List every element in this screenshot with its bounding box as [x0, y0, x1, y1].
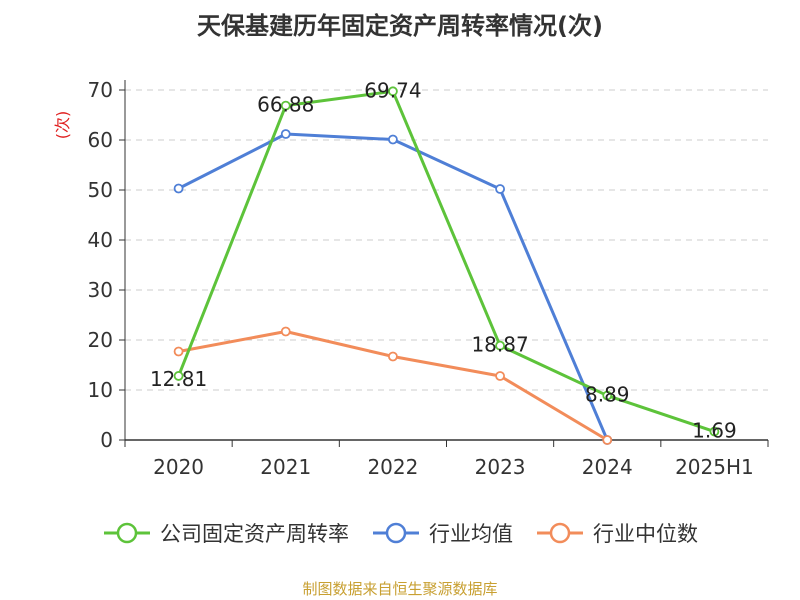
data-point — [388, 351, 398, 362]
series — [173, 86, 720, 445]
y-tick-label: 0 — [100, 428, 113, 452]
y-axis-label: (次) — [53, 111, 72, 140]
source-note: 制图数据来自恒生聚源数据库 — [302, 580, 498, 598]
data-point — [388, 86, 398, 97]
data-point — [495, 371, 505, 381]
series-line — [177, 89, 715, 433]
data-label: 1.69 — [692, 419, 737, 443]
data-point — [280, 100, 291, 111]
y-tick-label: 20 — [88, 328, 113, 352]
legend-line-circle-icon — [104, 522, 150, 544]
data-label: 8.89 — [585, 383, 630, 407]
legend-item[interactable]: 公司固定资产周转率 — [102, 518, 349, 548]
x-tick-label: 2021 — [260, 455, 311, 479]
data-label: 18.87 — [471, 333, 528, 357]
data-point — [602, 390, 613, 401]
data-point — [280, 326, 291, 337]
legend: 公司固定资产周转率 行业均值 行业中位数 — [0, 518, 800, 548]
legend-label: 公司固定资产周转率 — [160, 522, 349, 546]
axes: 0 10 20 30 40 50 60 70 2020 2021 2022 2023 2024 2025H… — [88, 78, 769, 479]
y-tick-label: 10 — [88, 378, 113, 402]
data-point — [602, 435, 613, 445]
legend-line-circle-icon — [373, 522, 419, 544]
x-tick-label: 2025H1 — [675, 455, 754, 479]
data-point — [280, 129, 291, 139]
legend-label: 行业均值 — [429, 522, 513, 546]
data-label: 66.88 — [257, 93, 314, 117]
data-point — [173, 346, 184, 357]
chart-title: 天保基建历年固定资产周转率情况(次) — [197, 12, 603, 40]
data-point — [173, 371, 184, 381]
grid-lines — [125, 89, 768, 391]
x-tick-label: 2022 — [367, 455, 418, 479]
y-tick-label: 40 — [88, 228, 113, 252]
y-tick-label: 60 — [88, 128, 113, 152]
data-label: 12.81 — [150, 367, 207, 391]
data-point — [495, 340, 505, 351]
x-tick-label: 2020 — [153, 455, 204, 479]
data-point — [388, 134, 398, 145]
data-point — [173, 183, 184, 194]
data-point — [495, 184, 505, 194]
data-point — [709, 426, 720, 437]
series-line — [177, 132, 609, 441]
x-tick-label: 2023 — [475, 455, 526, 479]
data-label: 69.74 — [364, 78, 421, 102]
legend-label: 行业中位数 — [593, 522, 698, 546]
legend-line-circle-icon — [537, 522, 583, 544]
data-labels: 12.81 66.88 69.74 18.87 8.89 1.69 — [150, 78, 737, 442]
y-tick-label: 50 — [88, 178, 113, 202]
y-tick-label: 70 — [88, 78, 113, 102]
y-tick-label: 30 — [88, 278, 113, 302]
series-line — [178, 330, 609, 442]
legend-item[interactable]: 行业中位数 — [535, 518, 698, 548]
x-tick-label: 2024 — [582, 455, 633, 479]
legend-item[interactable]: 行业均值 — [371, 518, 513, 548]
